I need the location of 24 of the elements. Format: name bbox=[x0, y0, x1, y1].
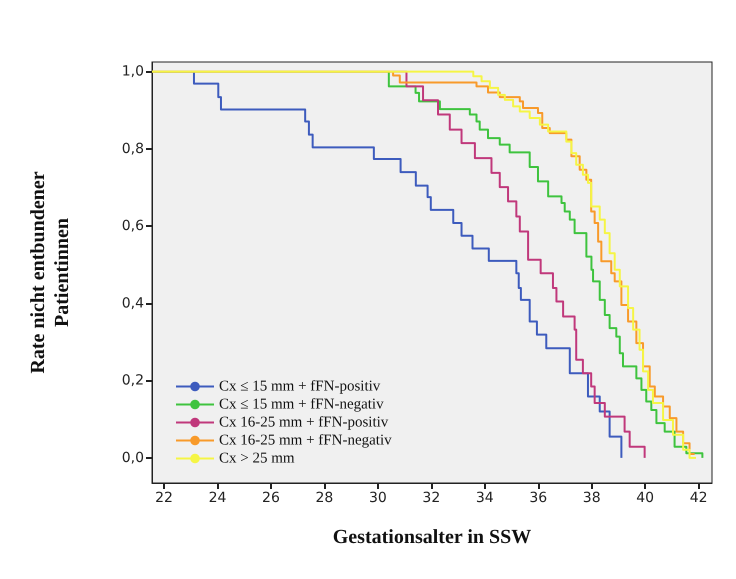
x-tick-label: 42 bbox=[690, 490, 708, 506]
legend-label: Cx 16-25 mm + fFN-negativ bbox=[219, 432, 392, 448]
x-tick-label: 34 bbox=[476, 490, 494, 506]
legend-label: Cx ≤ 15 mm + fFN-positiv bbox=[219, 378, 381, 394]
y-tick-label: 0,0 bbox=[122, 450, 144, 466]
x-tick-label: 38 bbox=[582, 490, 601, 506]
y-tick-label: 0,8 bbox=[122, 140, 144, 157]
x-tick-label: 22 bbox=[155, 490, 173, 506]
x-tick-label: 28 bbox=[315, 490, 334, 506]
x-tick-label: 32 bbox=[422, 490, 440, 506]
x-tick-label: 26 bbox=[262, 490, 280, 506]
legend-label: Cx ≤ 15 mm + fFN-negativ bbox=[219, 396, 384, 412]
x-tick-label: 30 bbox=[368, 490, 387, 506]
y-axis-title: Rate nicht entbundener Patientinnen bbox=[27, 171, 73, 374]
x-axis-title: Gestationsalter in SSW bbox=[332, 526, 532, 548]
x-tick-label: 40 bbox=[636, 490, 654, 506]
y-tick-label: 0,2 bbox=[122, 372, 144, 389]
x-tick-label: 36 bbox=[529, 490, 548, 506]
legend-label: Cx 16-25 mm + fFN-positiv bbox=[219, 414, 389, 430]
y-tick-label: 1,0 bbox=[122, 64, 144, 80]
x-tick-label: 24 bbox=[208, 490, 226, 506]
legend-label: Cx > 25 mm bbox=[219, 450, 295, 466]
y-tick-label: 0,6 bbox=[122, 218, 144, 234]
y-tick-label: 0,4 bbox=[122, 295, 144, 312]
